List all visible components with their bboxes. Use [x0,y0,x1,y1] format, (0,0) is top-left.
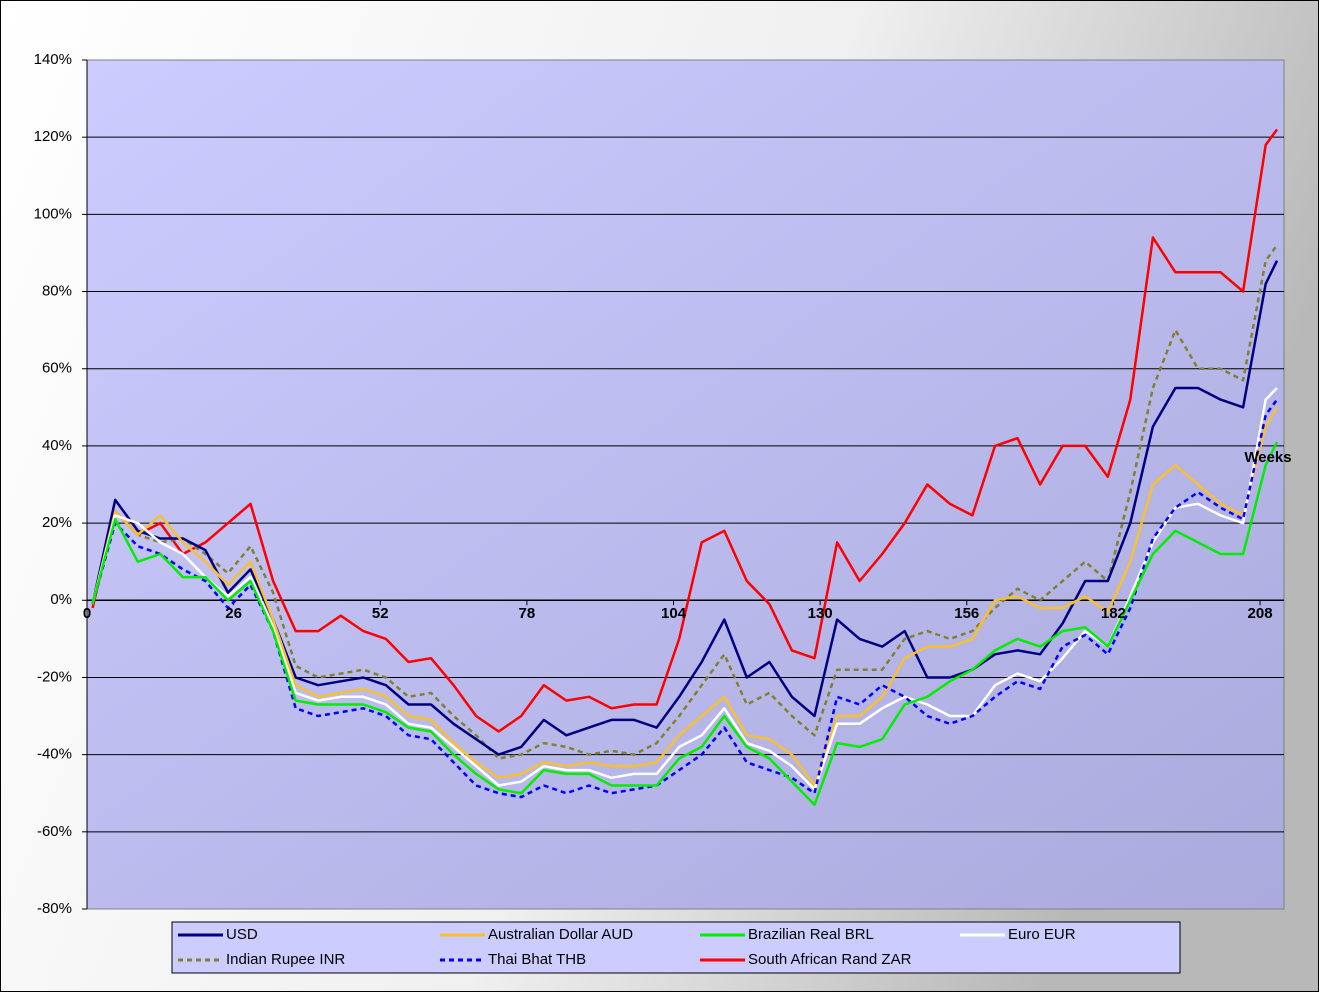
legend-label: Thai Bhat THB [488,951,586,968]
x-axis-label: Weeks [1244,449,1291,466]
y-tick-label: 120% [34,128,72,145]
legend-label: USD [226,926,258,943]
legend-label: Euro EUR [1008,926,1076,943]
y-tick-label: -60% [37,823,72,840]
series-line [91,398,1279,799]
x-tick-label: 156 [954,605,979,622]
y-tick-label: 20% [42,514,72,531]
legend-label: Australian Dollar AUD [488,926,633,943]
y-tick-label: 60% [42,360,72,377]
y-tick-label: 140% [34,51,72,68]
y-tick-label: -20% [37,668,72,685]
y-tick-label: -80% [37,900,72,917]
y-tick-label: 80% [42,283,72,300]
plot-area [86,59,1285,910]
series-line [91,387,1278,791]
series-line [91,260,1279,756]
lines [91,128,1279,807]
x-tick-label: 0 [83,605,91,622]
legend-label: South African Rand ZAR [748,951,912,968]
x-tick-label: 78 [519,605,536,622]
x-tick-label: 130 [808,605,833,622]
legend-label: Indian Rupee INR [226,951,345,968]
series-line [91,441,1279,807]
legend-label: Brazilian Real BRL [748,926,874,943]
x-tick-label: 26 [225,605,242,622]
y-tick-label: -40% [37,746,72,763]
series-line [91,128,1279,733]
x-tick-label: 182 [1101,605,1126,622]
series-line [91,406,1279,787]
x-tick-label: 208 [1248,605,1273,622]
legend-box [171,921,1181,974]
y-tick-label: 100% [34,205,72,222]
labels: -80% -60% -40% -20% 0% 20% 40% 60% 80% 100% 120% 14… [34,51,1273,968]
y-tick-label: 0% [50,591,72,608]
x-tick-label: 104 [661,605,687,622]
series-line [91,244,1279,760]
x-tick-label: 52 [372,605,389,622]
y-tick-label: 40% [42,437,72,454]
